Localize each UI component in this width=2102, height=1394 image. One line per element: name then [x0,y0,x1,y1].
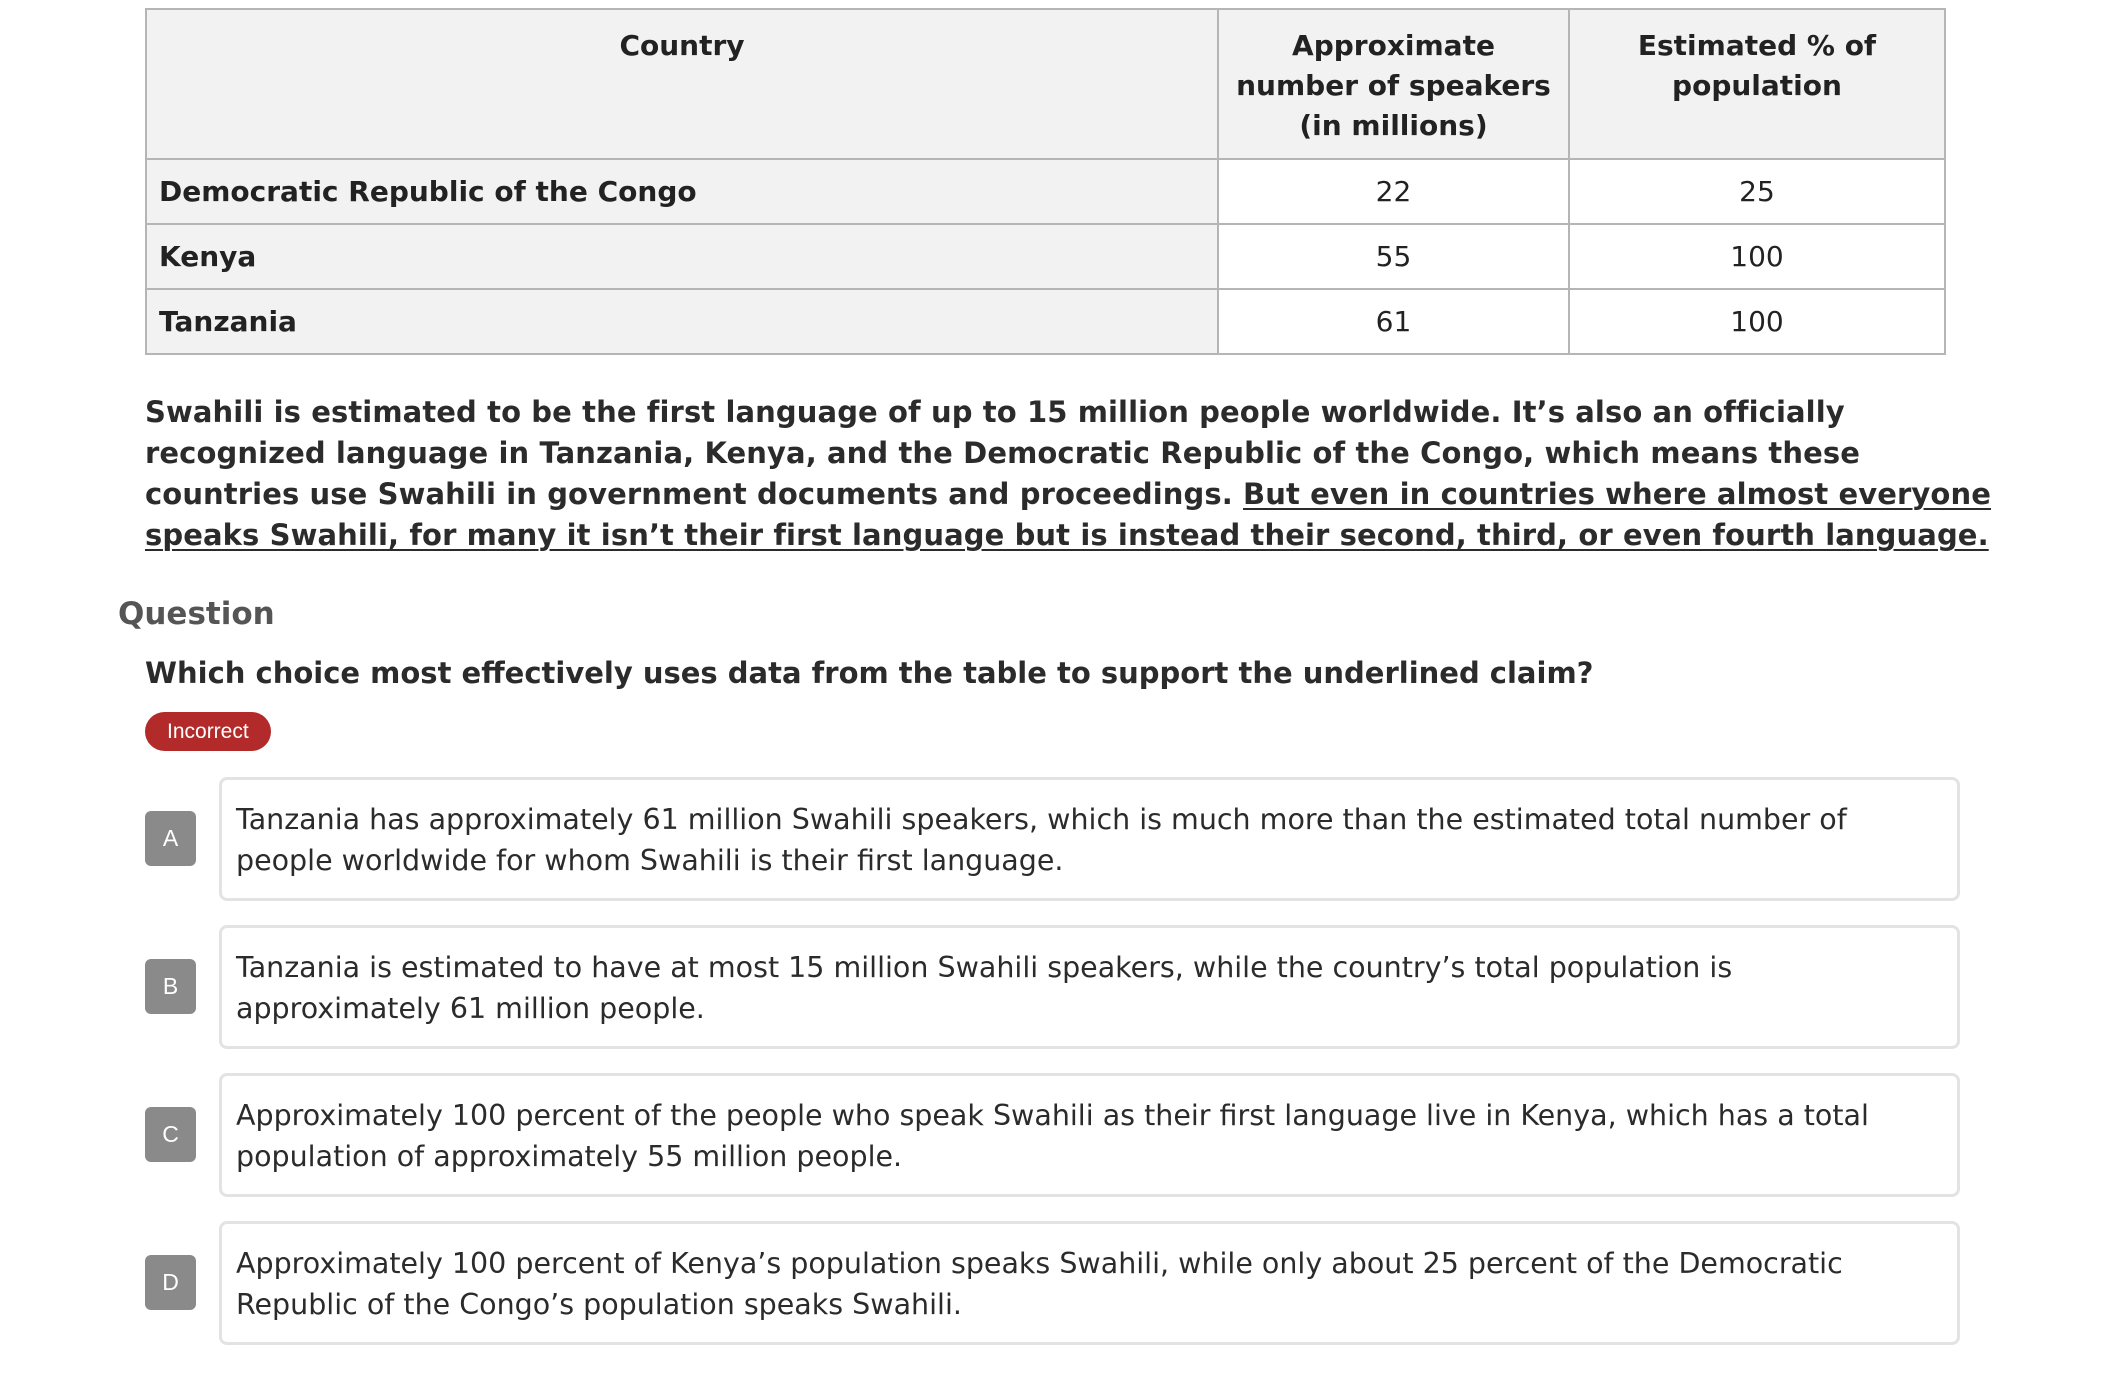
passage-plain: Swahili is estimated to be the first lan… [145,395,1861,511]
header-percent: Estimated % of population [1568,8,1946,160]
choice-letter-badge: B [145,959,196,1014]
choice-text: Approximately 100 percent of Kenya’s pop… [236,1247,1843,1321]
cell-speakers: 22 [1217,158,1570,225]
cell-percent: 100 [1568,223,1946,290]
cell-speakers: 55 [1217,223,1570,290]
cell-speakers: 61 [1217,288,1570,355]
answer-choice-a[interactable]: A Tanzania has approximately 61 million … [145,777,1967,901]
table-row: Tanzania 61 100 [145,288,1946,355]
choice-box[interactable]: Approximately 100 percent of the people … [219,1073,1960,1197]
header-speakers: Approximate number of speakers (in milli… [1217,8,1570,160]
answer-choice-b[interactable]: B Tanzania is estimated to have at most … [145,925,1967,1049]
choice-box[interactable]: Tanzania is estimated to have at most 15… [219,925,1960,1049]
answer-choice-c[interactable]: C Approximately 100 percent of the peopl… [145,1073,1967,1197]
table-header-row: Country Approximate number of speakers (… [145,8,1946,160]
table-row: Kenya 55 100 [145,223,1946,290]
table-row: Democratic Republic of the Congo 22 25 [145,158,1946,225]
choice-text: Tanzania has approximately 61 million Sw… [236,803,1847,877]
speakers-table: Country Approximate number of speakers (… [145,8,1946,355]
cell-percent: 100 [1568,288,1946,355]
cell-percent: 25 [1568,158,1946,225]
question-prompt: Which choice most effectively uses data … [145,656,1594,690]
choice-letter-badge: D [145,1255,196,1310]
choice-letter-badge: C [145,1107,196,1162]
choice-text: Approximately 100 percent of the people … [236,1099,1869,1173]
header-country: Country [145,8,1219,160]
cell-country: Tanzania [145,288,1219,355]
underlined-claim: But even in countries where almost every… [145,477,1991,552]
choice-text: Tanzania is estimated to have at most 15… [236,951,1733,1025]
choice-letter-badge: A [145,811,196,866]
choice-box[interactable]: Approximately 100 percent of Kenya’s pop… [219,1221,1960,1345]
cell-country: Democratic Republic of the Congo [145,158,1219,225]
question-heading: Question [118,596,275,632]
status-badge: Incorrect [145,712,271,751]
choice-box[interactable]: Tanzania has approximately 61 million Sw… [219,777,1960,901]
answer-choice-d[interactable]: D Approximately 100 percent of Kenya’s p… [145,1221,1967,1345]
cell-country: Kenya [145,223,1219,290]
passage-text: Swahili is estimated to be the first lan… [145,392,2005,556]
